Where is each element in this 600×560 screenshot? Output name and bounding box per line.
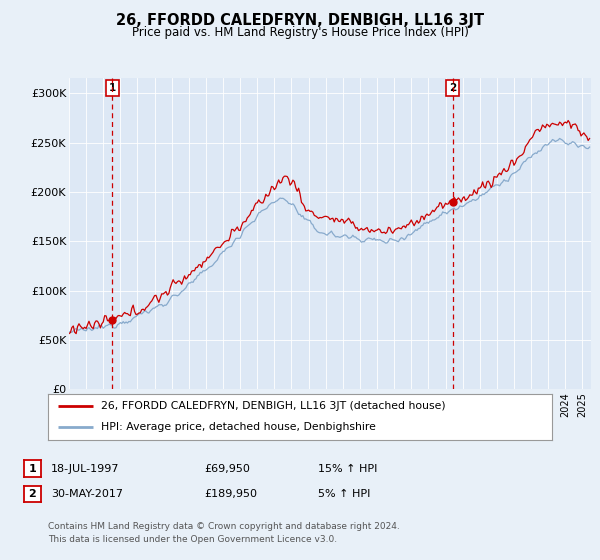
Text: 2: 2	[449, 83, 456, 93]
Text: 1: 1	[29, 464, 36, 474]
Text: 18-JUL-1997: 18-JUL-1997	[51, 464, 119, 474]
Text: 26, FFORDD CALEDFRYN, DENBIGH, LL16 3JT (detached house): 26, FFORDD CALEDFRYN, DENBIGH, LL16 3JT …	[101, 401, 446, 411]
Text: 5% ↑ HPI: 5% ↑ HPI	[318, 489, 370, 499]
Text: 30-MAY-2017: 30-MAY-2017	[51, 489, 123, 499]
Text: 1: 1	[109, 83, 116, 93]
Text: Contains HM Land Registry data © Crown copyright and database right 2024.
This d: Contains HM Land Registry data © Crown c…	[48, 522, 400, 544]
Text: Price paid vs. HM Land Registry's House Price Index (HPI): Price paid vs. HM Land Registry's House …	[131, 26, 469, 39]
Text: 2: 2	[29, 489, 36, 499]
Text: HPI: Average price, detached house, Denbighshire: HPI: Average price, detached house, Denb…	[101, 422, 376, 432]
Text: £189,950: £189,950	[204, 489, 257, 499]
Text: £69,950: £69,950	[204, 464, 250, 474]
Text: 15% ↑ HPI: 15% ↑ HPI	[318, 464, 377, 474]
Text: 26, FFORDD CALEDFRYN, DENBIGH, LL16 3JT: 26, FFORDD CALEDFRYN, DENBIGH, LL16 3JT	[116, 13, 484, 28]
